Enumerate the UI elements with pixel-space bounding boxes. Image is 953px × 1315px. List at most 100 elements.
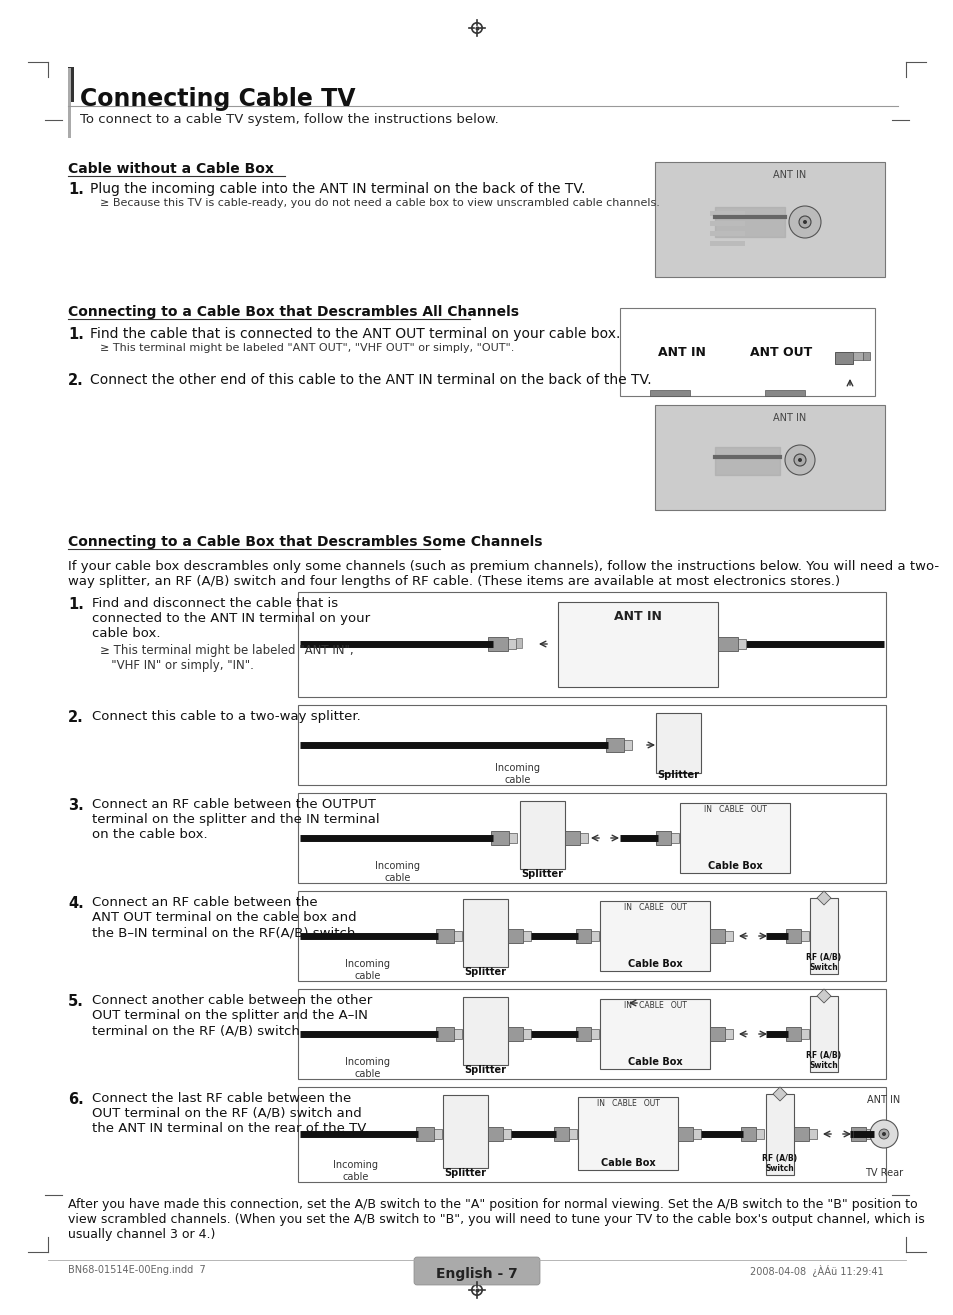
Bar [558, 602, 718, 686]
Bar [709, 221, 744, 226]
Bar [491, 831, 509, 846]
Bar [656, 831, 670, 846]
Bar [297, 892, 885, 981]
Bar [623, 740, 631, 750]
Bar [416, 1127, 434, 1141]
Text: IN   CABLE   OUT: IN CABLE OUT [596, 1099, 659, 1109]
Bar [462, 899, 507, 967]
Text: ≥ This terminal might be labeled "ANT IN",
   "VHF IN" or simply, "IN".: ≥ This terminal might be labeled "ANT IN… [100, 644, 354, 672]
Bar [436, 928, 454, 943]
Bar [599, 999, 709, 1069]
Text: RF (A/B)
Switch: RF (A/B) Switch [761, 1155, 797, 1173]
Bar [568, 1130, 577, 1139]
Bar [554, 1127, 568, 1141]
Bar [850, 1127, 865, 1141]
Bar [297, 989, 885, 1080]
Circle shape [878, 1130, 888, 1139]
Bar [579, 832, 587, 843]
Text: Connect the last RF cable between the
OUT terminal on the RF (A/B) switch and
th: Connect the last RF cable between the OU… [91, 1091, 369, 1135]
Bar [599, 901, 709, 970]
Bar [522, 931, 531, 942]
Text: Cable Box: Cable Box [627, 1057, 681, 1066]
Text: ≥ Because this TV is cable-ready, you do not need a cable box to view unscramble: ≥ Because this TV is cable-ready, you do… [100, 199, 659, 208]
Bar [507, 1027, 522, 1041]
Text: Cable Box: Cable Box [600, 1159, 655, 1168]
Bar [436, 1027, 454, 1041]
Bar [576, 1027, 590, 1041]
Bar [502, 1130, 511, 1139]
Bar [834, 352, 852, 364]
Bar [516, 638, 521, 648]
Polygon shape [772, 1088, 786, 1101]
Text: Find and disconnect the cable that is
connected to the ANT IN terminal on your
c: Find and disconnect the cable that is co… [91, 597, 370, 640]
Bar [764, 391, 804, 396]
Bar [808, 1130, 816, 1139]
Circle shape [799, 216, 810, 227]
Text: ≥ This terminal might be labeled "ANT OUT", "VHF OUT" or simply, "OUT".: ≥ This terminal might be labeled "ANT OU… [100, 343, 514, 352]
Text: English - 7: English - 7 [436, 1266, 517, 1281]
Text: Connect the other end of this cable to the ANT IN terminal on the back of the TV: Connect the other end of this cable to t… [90, 373, 651, 387]
Text: ANT IN: ANT IN [658, 346, 705, 359]
Text: Splitter: Splitter [443, 1168, 485, 1178]
Circle shape [793, 454, 805, 466]
Text: 2.: 2. [68, 373, 84, 388]
Text: 1.: 1. [68, 327, 84, 342]
Text: Connect this cable to a two-way splitter.: Connect this cable to a two-way splitter… [91, 710, 360, 723]
Text: TV Rear: TV Rear [864, 1168, 902, 1178]
FancyBboxPatch shape [414, 1257, 539, 1285]
Text: 2008-04-08  ¿ÀÁü 11:29:41: 2008-04-08 ¿ÀÁü 11:29:41 [749, 1265, 883, 1277]
Text: RF (A/B)
Switch: RF (A/B) Switch [805, 1051, 841, 1070]
Bar [605, 738, 623, 752]
Text: ANT IN: ANT IN [866, 1095, 900, 1105]
Bar [507, 639, 516, 650]
Bar [801, 1030, 808, 1039]
Circle shape [802, 220, 806, 224]
Bar [692, 1130, 700, 1139]
Text: ANT IN: ANT IN [773, 170, 806, 180]
Bar [785, 928, 801, 943]
Bar [718, 636, 738, 651]
Bar [462, 997, 507, 1065]
Text: Incoming
cable: Incoming cable [495, 763, 540, 785]
Bar [454, 931, 461, 942]
Text: Plug the incoming cable into the ANT IN terminal on the back of the TV.: Plug the incoming cable into the ANT IN … [90, 181, 585, 196]
Text: Cable without a Cable Box: Cable without a Cable Box [68, 162, 274, 176]
Text: IN   CABLE   OUT: IN CABLE OUT [623, 1001, 686, 1010]
Text: Incoming
cable: Incoming cable [345, 959, 390, 981]
Text: 1.: 1. [68, 597, 84, 611]
Bar [522, 1030, 531, 1039]
Circle shape [797, 458, 801, 462]
Bar [709, 210, 744, 216]
Text: Connect another cable between the other
OUT terminal on the splitter and the A–I: Connect another cable between the other … [91, 994, 372, 1038]
Bar [590, 931, 598, 942]
Bar [809, 898, 837, 974]
Bar [655, 162, 884, 277]
Bar [793, 1127, 808, 1141]
Text: Connect an RF cable between the OUTPUT
terminal on the splitter and the IN termi: Connect an RF cable between the OUTPUT t… [91, 798, 379, 842]
Bar [488, 1127, 502, 1141]
Polygon shape [816, 989, 830, 1003]
Text: 2.: 2. [68, 710, 84, 725]
Text: Connecting to a Cable Box that Descrambles Some Channels: Connecting to a Cable Box that Descrambl… [68, 535, 542, 548]
Circle shape [869, 1120, 897, 1148]
Bar [564, 831, 579, 846]
Text: Splitter: Splitter [463, 1065, 505, 1074]
Bar [709, 231, 744, 235]
Text: Cable Box: Cable Box [627, 959, 681, 969]
Bar [297, 705, 885, 785]
Text: Splitter: Splitter [657, 771, 699, 780]
Circle shape [882, 1132, 885, 1136]
Bar [297, 592, 885, 697]
Bar [454, 1030, 461, 1039]
Text: BN68-01514E-00Eng.indd  7: BN68-01514E-00Eng.indd 7 [68, 1265, 206, 1276]
Bar [709, 1027, 724, 1041]
Text: IN   CABLE   OUT: IN CABLE OUT [702, 805, 765, 814]
Bar [68, 67, 74, 103]
Bar [862, 352, 869, 360]
Circle shape [784, 444, 814, 475]
Bar [765, 1094, 793, 1176]
Bar [738, 639, 745, 650]
Bar [709, 928, 724, 943]
Bar [755, 1130, 763, 1139]
Bar [68, 68, 71, 138]
